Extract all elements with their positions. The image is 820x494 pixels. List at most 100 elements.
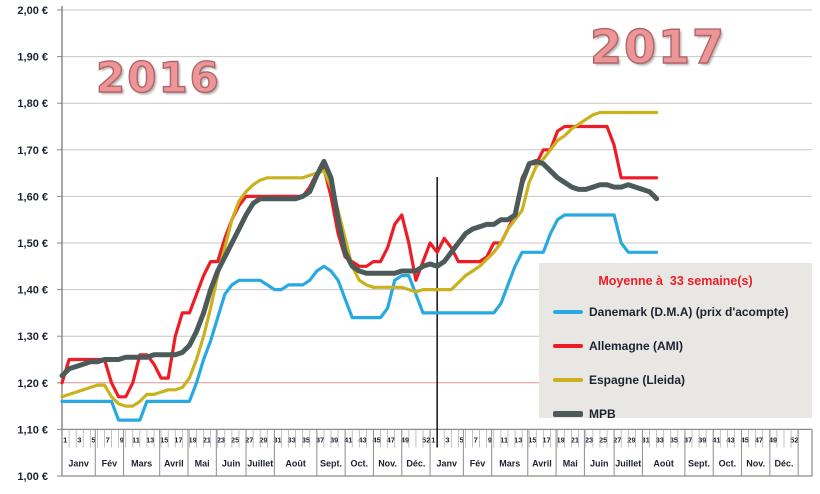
y-tick-label: 1,10 € xyxy=(17,424,48,436)
week-number: 23 xyxy=(217,436,225,445)
month-label: Août xyxy=(285,459,306,469)
month-label: Déc. xyxy=(406,459,425,469)
legend-label-mpb: MPB xyxy=(589,407,616,421)
legend-line-espagne-icon xyxy=(553,378,583,382)
week-number: 45 xyxy=(741,436,749,445)
legend-title: Moyenne à 33 semaine(s) xyxy=(598,274,753,288)
series-lines xyxy=(59,110,660,422)
week-number: 43 xyxy=(358,436,366,445)
week-number: 13 xyxy=(146,436,154,445)
month-label: Fév xyxy=(470,459,486,469)
week-number: 37 xyxy=(316,436,324,445)
week-number: 9 xyxy=(488,436,492,445)
week-number: 11 xyxy=(500,436,508,445)
y-tick-label: 1,80 € xyxy=(17,98,48,110)
week-number: 21 xyxy=(203,436,211,445)
week-number: 47 xyxy=(387,436,395,445)
month-label: Mai xyxy=(195,459,210,469)
week-number: 11 xyxy=(132,436,140,445)
month-label: Sept. xyxy=(688,459,710,469)
y-axis-labels: 2,00 € 1,90 € 1,80 € 1,70 € 1,60 € 1,50 € 1,40… xyxy=(17,5,48,483)
week-number: 7 xyxy=(474,436,478,445)
week-number: 5 xyxy=(460,436,464,445)
week-number: 17 xyxy=(174,436,182,445)
legend-item-espagne: Espagne (Lleida) xyxy=(539,363,812,397)
week-number: 29 xyxy=(627,436,635,445)
y-tick-label: 1,60 € xyxy=(17,191,48,203)
legend-item-danemark: Danemark (D.M.A) (prix d'acompte) xyxy=(539,295,812,329)
legend-item-allemagne: Allemagne (AMI) xyxy=(539,329,812,363)
week-number: 7 xyxy=(106,436,110,445)
week-number: 45 xyxy=(372,436,380,445)
week-number: 39 xyxy=(698,436,706,445)
week-number: 41 xyxy=(712,436,720,445)
week-number: 52 xyxy=(422,436,430,445)
month-label: Janv xyxy=(68,459,89,469)
legend-label-espagne: Espagne (Lleida) xyxy=(589,373,686,387)
week-number: 47 xyxy=(755,436,763,445)
y-tick-label: 1,20 € xyxy=(17,378,48,390)
legend-box: Moyenne à 33 semaine(s) Danemark (D.M.A)… xyxy=(539,263,812,421)
week-number: 35 xyxy=(302,436,310,445)
y-tick-label: 1,30 € xyxy=(17,331,48,343)
legend-label-allemagne: Allemagne (AMI) xyxy=(589,339,684,353)
month-label: Sept. xyxy=(320,459,342,469)
legend-line-danemark-icon xyxy=(553,310,583,314)
legend-line-mpb-icon xyxy=(553,411,583,417)
month-label: Mars xyxy=(131,459,152,469)
month-label: Avril xyxy=(164,459,184,469)
month-labels: Janv Fév Mars Avril Mai Juin Juillet Août Sept. O… xyxy=(68,459,793,469)
month-label: Oct. xyxy=(351,459,369,469)
week-number: 9 xyxy=(120,436,124,445)
week-number: 35 xyxy=(670,436,678,445)
week-number: 15 xyxy=(160,436,168,445)
week-number: 13 xyxy=(514,436,522,445)
week-number: 29 xyxy=(259,436,267,445)
month-label: Avril xyxy=(532,459,552,469)
y-tick-label: 1,00 € xyxy=(17,471,48,483)
week-number: 52 xyxy=(790,436,798,445)
week-number: 31 xyxy=(641,436,649,445)
week-number: 23 xyxy=(585,436,593,445)
legend-line-allemagne-icon xyxy=(553,344,583,348)
y-tick-label: 2,00 € xyxy=(17,5,48,17)
week-number: 21 xyxy=(571,436,579,445)
y-tick-label: 1,50 € xyxy=(17,238,48,250)
month-label: Juillet xyxy=(615,459,641,469)
week-number: 15 xyxy=(528,436,536,445)
month-label: Mai xyxy=(563,459,578,469)
week-number: 25 xyxy=(599,436,607,445)
month-label: Oct. xyxy=(719,459,737,469)
week-number: 3 xyxy=(77,436,81,445)
week-number-labels: 1 3 5 7 9 11 13 15 17 19 21 23 25 27 29 31 33 35 37 39 41 43 4… xyxy=(63,436,798,445)
month-label: Déc. xyxy=(774,459,793,469)
week-number: 49 xyxy=(401,436,409,445)
legend-item-mpb: MPB xyxy=(539,397,812,431)
month-label: Nov. xyxy=(746,459,765,469)
week-number: 19 xyxy=(188,436,196,445)
week-number: 25 xyxy=(231,436,239,445)
week-number: 49 xyxy=(769,436,777,445)
week-number: 31 xyxy=(273,436,281,445)
week-number: 41 xyxy=(344,436,352,445)
month-label: Août xyxy=(653,459,674,469)
week-number: 1 xyxy=(63,436,67,445)
y-tick-label: 1,70 € xyxy=(17,145,48,157)
year-label-2016: 2016 xyxy=(95,52,221,102)
week-number: 17 xyxy=(542,436,550,445)
week-number: 37 xyxy=(684,436,692,445)
week-number: 5 xyxy=(91,436,95,445)
month-label: Fév xyxy=(102,459,118,469)
series-line-allemagne xyxy=(60,124,659,399)
month-label: Janv xyxy=(436,459,457,469)
week-number: 27 xyxy=(245,436,253,445)
month-label: Mars xyxy=(499,459,520,469)
week-number: 19 xyxy=(557,436,565,445)
month-label: Juillet xyxy=(247,459,273,469)
week-number: 33 xyxy=(656,436,664,445)
year-label-2017: 2017 xyxy=(589,19,727,74)
series-line-mpb xyxy=(59,158,660,379)
week-number: 39 xyxy=(330,436,338,445)
month-label: Juin xyxy=(222,459,241,469)
